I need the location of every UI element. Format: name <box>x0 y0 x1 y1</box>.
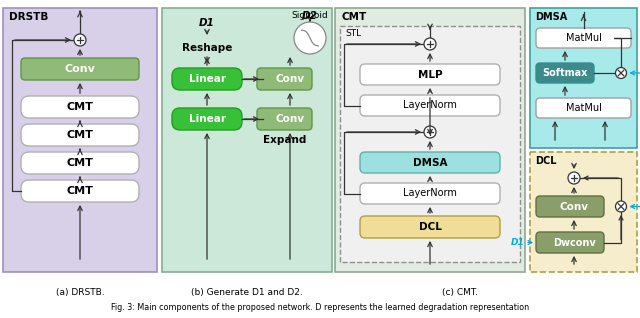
Bar <box>335 8 525 272</box>
Text: (a) DRSTB.: (a) DRSTB. <box>56 287 104 296</box>
FancyBboxPatch shape <box>21 180 139 202</box>
FancyBboxPatch shape <box>257 68 312 90</box>
Text: (c) CMT.: (c) CMT. <box>442 287 478 296</box>
FancyBboxPatch shape <box>21 124 139 146</box>
FancyBboxPatch shape <box>360 152 500 173</box>
Circle shape <box>294 22 326 54</box>
Circle shape <box>568 172 580 184</box>
Text: Sigmoid: Sigmoid <box>292 11 328 20</box>
Text: LayerNorm: LayerNorm <box>403 100 457 110</box>
Text: (b) Generate D1 and D2.: (b) Generate D1 and D2. <box>191 287 303 296</box>
FancyBboxPatch shape <box>360 183 500 204</box>
FancyBboxPatch shape <box>360 95 500 116</box>
Bar <box>162 8 332 272</box>
Text: Conv: Conv <box>275 114 305 124</box>
Circle shape <box>74 34 86 46</box>
FancyBboxPatch shape <box>536 63 594 83</box>
Text: Conv: Conv <box>559 202 589 211</box>
FancyBboxPatch shape <box>536 28 631 48</box>
Text: Softmax: Softmax <box>542 68 588 78</box>
FancyBboxPatch shape <box>536 232 604 253</box>
Text: DCL: DCL <box>419 222 442 232</box>
FancyBboxPatch shape <box>257 108 312 130</box>
Text: CMT: CMT <box>341 12 366 22</box>
Text: Dwconv: Dwconv <box>552 238 595 247</box>
Text: CMT: CMT <box>67 158 93 168</box>
Text: Linear: Linear <box>189 114 225 124</box>
Text: Conv: Conv <box>275 74 305 84</box>
FancyBboxPatch shape <box>360 216 500 238</box>
Circle shape <box>616 67 627 79</box>
FancyBboxPatch shape <box>21 58 139 80</box>
Text: MatMul: MatMul <box>566 103 602 113</box>
Text: LayerNorm: LayerNorm <box>403 189 457 198</box>
Text: CMT: CMT <box>67 102 93 112</box>
FancyBboxPatch shape <box>21 152 139 174</box>
Text: D2: D2 <box>302 11 318 21</box>
Text: Linear: Linear <box>189 74 225 84</box>
Text: Conv: Conv <box>65 64 95 74</box>
Text: D1: D1 <box>511 238 525 247</box>
Circle shape <box>424 38 436 50</box>
Text: DCL: DCL <box>535 156 557 166</box>
Text: MatMul: MatMul <box>566 33 602 43</box>
Bar <box>530 8 637 148</box>
FancyBboxPatch shape <box>536 196 604 217</box>
Text: Fig. 3: Main components of the proposed network. D represents the learned degrad: Fig. 3: Main components of the proposed … <box>111 303 529 313</box>
Text: CMT: CMT <box>67 130 93 140</box>
Text: STL: STL <box>345 30 361 38</box>
Text: DMSA: DMSA <box>413 157 447 168</box>
Circle shape <box>616 201 627 212</box>
Text: CMT: CMT <box>67 186 93 196</box>
Text: DMSA: DMSA <box>535 12 567 22</box>
Text: MLP: MLP <box>418 70 442 80</box>
Text: D1: D1 <box>199 18 215 28</box>
FancyBboxPatch shape <box>172 68 242 90</box>
FancyBboxPatch shape <box>21 96 139 118</box>
Text: DRSTB: DRSTB <box>9 12 49 22</box>
Circle shape <box>424 126 436 138</box>
Text: Reshape: Reshape <box>182 43 232 53</box>
FancyBboxPatch shape <box>360 64 500 85</box>
FancyBboxPatch shape <box>172 108 242 130</box>
Bar <box>340 26 520 262</box>
Text: Expand: Expand <box>263 135 307 145</box>
Bar <box>3 8 157 272</box>
Bar <box>530 152 637 272</box>
FancyBboxPatch shape <box>536 98 631 118</box>
